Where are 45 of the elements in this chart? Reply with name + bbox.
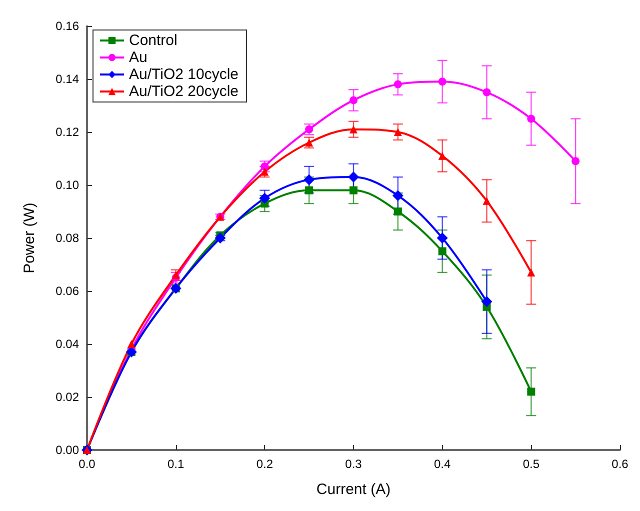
point	[348, 172, 359, 183]
y-axis-title: Power (W)	[21, 202, 38, 274]
point	[527, 268, 536, 276]
point	[304, 174, 315, 186]
x-axis-title: Current (A)	[316, 481, 391, 498]
x-tick-label: 0.6	[612, 457, 629, 471]
point	[305, 186, 314, 194]
legend-label: Au	[129, 49, 148, 66]
x-tick-label: 0.3	[345, 457, 362, 471]
point	[438, 78, 446, 86]
legend-label: Au/TiO2 20cycle	[129, 83, 238, 100]
point	[394, 208, 402, 216]
y-tick-label: 0.16	[56, 19, 80, 33]
y-tick-label: 0.08	[56, 231, 80, 245]
y-tick-label: 0.14	[56, 72, 80, 86]
y-tick-label: 0.02	[56, 390, 80, 404]
y-tick-label: 0.10	[56, 178, 80, 192]
point	[436, 232, 448, 244]
x-tick-label: 0.4	[434, 457, 451, 471]
point	[350, 186, 358, 194]
x-tick-label: 0.0	[78, 457, 96, 471]
point	[438, 152, 446, 160]
x-tick-label: 0.1	[167, 457, 184, 471]
x-tick-label: 0.2	[256, 457, 274, 471]
point	[394, 80, 402, 88]
point	[438, 247, 446, 256]
point	[527, 114, 536, 123]
point	[482, 88, 491, 96]
point	[394, 128, 402, 136]
y-tick-label: 0.04	[56, 337, 80, 351]
x-tick-label: 0.5	[522, 457, 540, 471]
legend-label: Au/TiO2 10cycle	[129, 66, 238, 83]
point	[527, 388, 536, 396]
legend-label: Control	[129, 32, 178, 49]
y-tick-label: 0.12	[56, 125, 80, 139]
point	[481, 296, 492, 308]
point	[482, 196, 491, 205]
point	[572, 157, 580, 166]
y-tick-label: 0.00	[56, 443, 80, 457]
point	[350, 96, 358, 104]
point	[350, 125, 358, 134]
point	[259, 192, 270, 204]
point	[392, 190, 404, 202]
point	[127, 340, 136, 348]
y-tick-label: 0.06	[56, 284, 80, 298]
